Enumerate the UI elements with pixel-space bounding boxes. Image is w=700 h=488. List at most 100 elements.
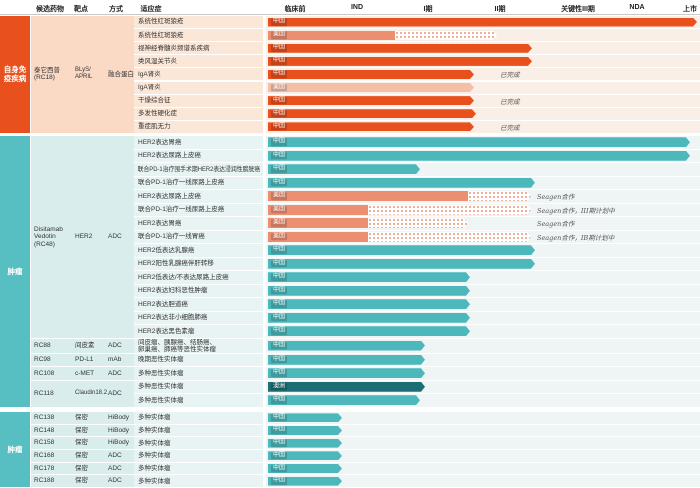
chart-row: 美国 Seagen合作，III期计划中 (266, 203, 700, 216)
drug-group-cell (31, 475, 134, 487)
chart-row: 中国 (266, 437, 700, 449)
chart-row: 中国 (266, 284, 700, 297)
status-note: 已完成 (500, 123, 520, 132)
indication-text: HER2表达非小细胞肺癌 (138, 314, 208, 322)
progress-bar: 中国 (268, 96, 474, 105)
progress-bar: 中国 (268, 18, 697, 27)
chart-row: 中国 (266, 257, 700, 270)
modality-cell: 融合蛋白 (108, 70, 134, 78)
region-chip: 中国 (273, 396, 286, 403)
indication-cell: IgA肾炎 (134, 81, 263, 94)
planned-bar (395, 31, 497, 40)
chart-row: 中国 (266, 176, 700, 189)
chart-row: 中国 (266, 42, 700, 55)
chart-row: 中国 (266, 149, 700, 162)
chart-row: 中国 (266, 55, 700, 68)
indication-text: 多发性硬化症 (138, 110, 177, 118)
target-cell: 保密 (75, 414, 88, 422)
indication-text: HER2表达妇科恶性肿瘤 (138, 287, 208, 295)
indication-text: 多种实体瘤 (138, 426, 171, 434)
progress-bar: 美国 (268, 191, 468, 202)
chart-row: 美国 Seagen合作 (266, 217, 700, 230)
progress-bar: 中国 (268, 368, 425, 378)
modality-cell: ADC (108, 389, 122, 397)
target-cell: 保密 (75, 452, 88, 460)
region-chip: 美国 (273, 83, 286, 90)
target-cell: PD-L1 (75, 356, 94, 363)
progress-bar: 中国 (268, 178, 535, 188)
indication-text: 多种实体瘤 (138, 414, 171, 422)
target-cell: 保密 (75, 477, 88, 485)
progress-bar: 中国 (268, 272, 470, 282)
drug-group-cell (31, 353, 134, 366)
chart-row: 中国 (266, 424, 700, 437)
indication-text: 联合PD-1治疗一线尿路上皮癌 (138, 179, 225, 187)
indication-cell: HER2表达尿路上皮癌 (134, 190, 263, 203)
drug-name: RC188 (34, 477, 55, 485)
column-header: 靶点 (74, 6, 88, 13)
indication-text: 多种实体瘤 (138, 464, 171, 472)
region-chip: 中国 (273, 152, 286, 158)
phase-header: NDA (629, 4, 645, 11)
target-cell: 保密 (75, 426, 88, 434)
drug-name: RC138 (34, 414, 55, 422)
indication-cell: HER2表达尿路上皮癌 (134, 149, 263, 162)
indication-cell: HER2表达胃癌 (134, 136, 263, 149)
indication-text: 联合PD-1治疗一线胃癌 (138, 233, 205, 241)
region-chip: 中国 (273, 327, 286, 334)
indication-text: IgA肾炎 (138, 83, 161, 91)
region-chip: 中国 (273, 57, 286, 64)
region-chip: 中国 (273, 356, 286, 362)
indication-text: HER2阳性乳腺癌伴肝转移 (138, 260, 214, 268)
indication-cell: HER2表达胆道癌 (134, 298, 263, 311)
chart-row: 美国 Seagen合作 (266, 190, 700, 203)
region-chip: 中国 (273, 165, 286, 172)
section-label: 肿瘤 (0, 136, 30, 407)
chart-row: 中国 (266, 367, 700, 380)
progress-bar: 中国 (268, 122, 474, 131)
chart-row: 中国 (266, 271, 700, 284)
drug-group-cell (31, 338, 134, 353)
modality-cell: HiBody (108, 426, 129, 434)
region-chip: 中国 (273, 70, 286, 77)
progress-bar: 中国 (268, 299, 470, 309)
indication-text: HER2表达尿路上皮癌 (138, 192, 201, 200)
planned-bar (368, 218, 468, 228)
indication-text: 视神经脊髓炎频谱系疾病 (138, 44, 210, 52)
indication-text: HER2低表达乳腺癌 (138, 246, 195, 254)
region-chip: 中国 (273, 123, 286, 130)
progress-bar: 中国 (268, 395, 420, 405)
column-header: 候选药物 (36, 6, 64, 13)
target-cell: 保密 (75, 464, 88, 472)
indication-cell: 系统性红斑狼疮 (134, 29, 263, 42)
progress-bar: 中国 (268, 286, 470, 296)
indication-cell: HER2阳性乳腺癌伴肝转移 (134, 257, 263, 270)
region-chip: 中国 (273, 439, 286, 446)
phase-header: 上市 (683, 6, 697, 13)
progress-bar: 中国 (268, 259, 535, 269)
drug-group-cell (31, 412, 134, 424)
chart-row: 中国 (266, 311, 700, 324)
status-note: 已完成 (500, 97, 520, 106)
indication-text: 间皮瘤、胰腺癌、结肠癌、 卵巢癌、肺癌等恶性实体瘤 (138, 338, 216, 353)
progress-bar: 中国 (268, 341, 425, 351)
chart-row: 中国 (266, 475, 700, 487)
indication-cell: 类风湿关节炎 (134, 55, 263, 68)
indication-cell: 多种恶性实体瘤 (134, 367, 263, 380)
planned-bar (368, 232, 531, 242)
drug-name: 泰它西普 (RC18) (34, 66, 60, 82)
indication-cell: 联合PD-1治疗一线尿路上皮癌 (134, 176, 263, 189)
modality-cell: ADC (108, 464, 122, 472)
modality-cell: HiBody (108, 414, 129, 422)
chart-row: 中国 (266, 163, 700, 176)
progress-bar: 中国 (268, 151, 690, 161)
progress-bar: 澳洲 (268, 382, 425, 392)
chart-row: 美国 (266, 81, 700, 94)
indication-text: 多种恶性实体瘤 (138, 383, 184, 391)
chart-row: 中国 (266, 353, 700, 366)
chart-row: 中国 (266, 298, 700, 311)
progress-bar: 中国 (268, 451, 342, 460)
progress-bar: 美国 (268, 83, 474, 92)
drug-name: RC108 (34, 369, 55, 377)
